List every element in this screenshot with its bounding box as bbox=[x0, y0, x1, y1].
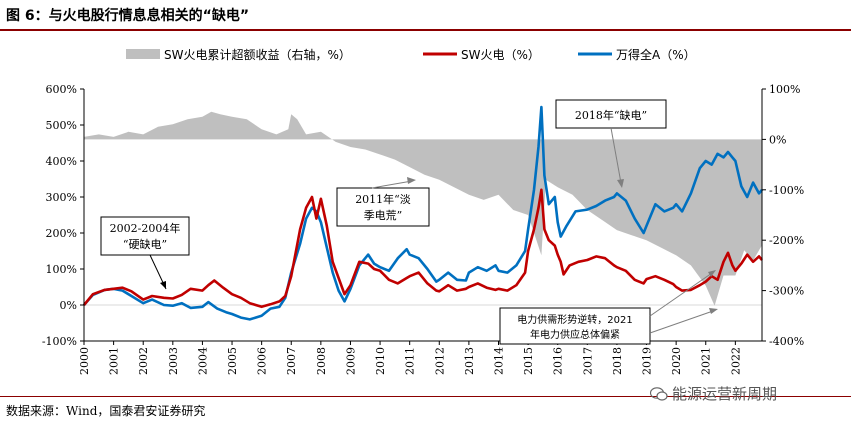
annotation-2002-2004: 2002-2004年 “硬缺电” bbox=[100, 216, 190, 290]
chart: SW火电累计超额收益（右轴，%） SW火电（%） 万得全A（%） -100% 0%… bbox=[42, 47, 804, 375]
right-axis-ticks: -400% -300% -200% -100% 0% 100% bbox=[762, 83, 804, 348]
x-tick-label: 2010 bbox=[374, 347, 387, 375]
figure-title: 图 6：与火电股行情息息相关的“缺电” bbox=[6, 8, 250, 24]
x-tick-label: 2014 bbox=[492, 347, 505, 375]
x-tick-label: 2000 bbox=[78, 347, 91, 375]
legend-label-red: SW火电（%） bbox=[461, 48, 540, 62]
excess-return-area-layer bbox=[84, 111, 762, 306]
x-tick-label: 2007 bbox=[285, 347, 298, 375]
annotation-2011-box bbox=[336, 187, 430, 227]
x-tick-label: 2002 bbox=[137, 347, 150, 375]
legend-label-blue: 万得全A（%） bbox=[616, 47, 696, 62]
annotation-2011-line1: 2011年“淡 bbox=[355, 192, 411, 206]
x-tick-label: 2022 bbox=[729, 347, 742, 375]
x-tick-label: 2009 bbox=[344, 347, 357, 375]
right-tick-label: 0% bbox=[769, 133, 786, 146]
x-tick-label: 2020 bbox=[670, 347, 683, 375]
right-tick-label: -200% bbox=[769, 234, 804, 247]
line-series-layer bbox=[82, 105, 763, 321]
left-tick-label: -100% bbox=[42, 335, 77, 348]
series-wind-all-a-line bbox=[83, 105, 763, 321]
wechat-icon bbox=[650, 386, 668, 401]
x-tick-label: 2011 bbox=[404, 347, 417, 375]
annotation-2018: 2018年“缺电” bbox=[555, 99, 667, 188]
annotation-2021-arrow-upper bbox=[649, 272, 713, 317]
legend-label-excess: SW火电累计超额收益（右轴，%） bbox=[164, 47, 351, 62]
chart-legend: SW火电累计超额收益（右轴，%） SW火电（%） 万得全A（%） bbox=[126, 47, 696, 62]
annotation-2018-arrow bbox=[610, 127, 622, 184]
x-tick-label: 2006 bbox=[256, 347, 269, 375]
annotation-2011-arrow bbox=[371, 180, 413, 189]
annotation-2018-text: 2018年“缺电” bbox=[575, 108, 647, 122]
watermark-text: 能源运营新周期 bbox=[672, 385, 778, 403]
bottom-rule bbox=[0, 396, 851, 397]
x-tick-label: 2018 bbox=[611, 347, 624, 375]
right-tick-label: -300% bbox=[769, 285, 804, 298]
annotation-2011: 2011年“淡 季电荒” bbox=[336, 177, 430, 227]
annotation-2021: 电力供需形势逆转，2021 年电力供应总体偏紧 bbox=[499, 270, 718, 345]
annotation-2021-arrow-lower bbox=[649, 310, 714, 334]
x-tick-label: 2004 bbox=[196, 347, 209, 375]
x-tick-label: 2012 bbox=[433, 347, 446, 375]
right-tick-label: -100% bbox=[769, 184, 804, 197]
annotation-2018-arrowhead bbox=[617, 179, 624, 188]
x-tick-label: 2017 bbox=[581, 347, 594, 375]
left-tick-label: 0% bbox=[60, 299, 77, 312]
annotation-2021-arrowhead-lower bbox=[709, 308, 718, 314]
x-tick-label: 2015 bbox=[522, 347, 535, 375]
watermark: 能源运营新周期 bbox=[650, 383, 777, 404]
annotation-2002-2004-line1: 2002-2004年 bbox=[110, 221, 181, 235]
annotation-2021-line2: 年电力供应总体偏紧 bbox=[530, 328, 620, 341]
annotation-2018-box bbox=[555, 99, 667, 129]
x-tick-label: 2013 bbox=[463, 347, 476, 375]
left-tick-label: 200% bbox=[46, 227, 77, 240]
series-excess-return-area bbox=[84, 111, 762, 306]
annotation-2002-2004-line2: “硬缺电” bbox=[123, 237, 167, 251]
annotation-2021-arrowhead-upper bbox=[708, 270, 716, 277]
left-tick-label: 500% bbox=[46, 119, 77, 132]
annotation-2011-arrowhead bbox=[407, 177, 416, 184]
annotation-2021-box bbox=[499, 307, 651, 345]
left-tick-label: 600% bbox=[46, 83, 77, 96]
annotation-2021-line1: 电力供需形势逆转，2021 bbox=[517, 313, 632, 326]
title-rule bbox=[0, 29, 851, 31]
x-tick-label: 2021 bbox=[700, 347, 713, 375]
annotation-2002-2004-box bbox=[100, 216, 190, 256]
annotation-2002-2004-arrowhead bbox=[160, 281, 166, 289]
x-tick-label: 2003 bbox=[167, 347, 180, 375]
series-sw-thermal-line bbox=[82, 188, 763, 309]
right-tick-label: 100% bbox=[769, 83, 800, 96]
x-tick-label: 2005 bbox=[226, 347, 239, 375]
x-tick-label: 2019 bbox=[641, 347, 654, 375]
left-tick-label: 300% bbox=[46, 191, 77, 204]
x-tick-label: 2016 bbox=[552, 347, 565, 375]
left-tick-label: 400% bbox=[46, 155, 77, 168]
source-note: 数据来源：Wind，国泰君安证券研究 bbox=[6, 404, 206, 418]
annotation-2011-line2: 季电荒” bbox=[364, 209, 403, 222]
x-axis-ticks: 2000 2001 2002 2003 2004 2005 2006 2007 2008 2009… bbox=[78, 341, 742, 375]
x-tick-label: 2001 bbox=[108, 347, 121, 375]
x-tick-label: 2008 bbox=[315, 347, 328, 375]
legend-swatch-excess bbox=[126, 49, 160, 59]
right-tick-label: -400% bbox=[769, 335, 804, 348]
left-axis-ticks: -100% 0% 100% 200% 300% 400% 500% 600% bbox=[42, 83, 84, 348]
left-tick-label: 100% bbox=[46, 263, 77, 276]
